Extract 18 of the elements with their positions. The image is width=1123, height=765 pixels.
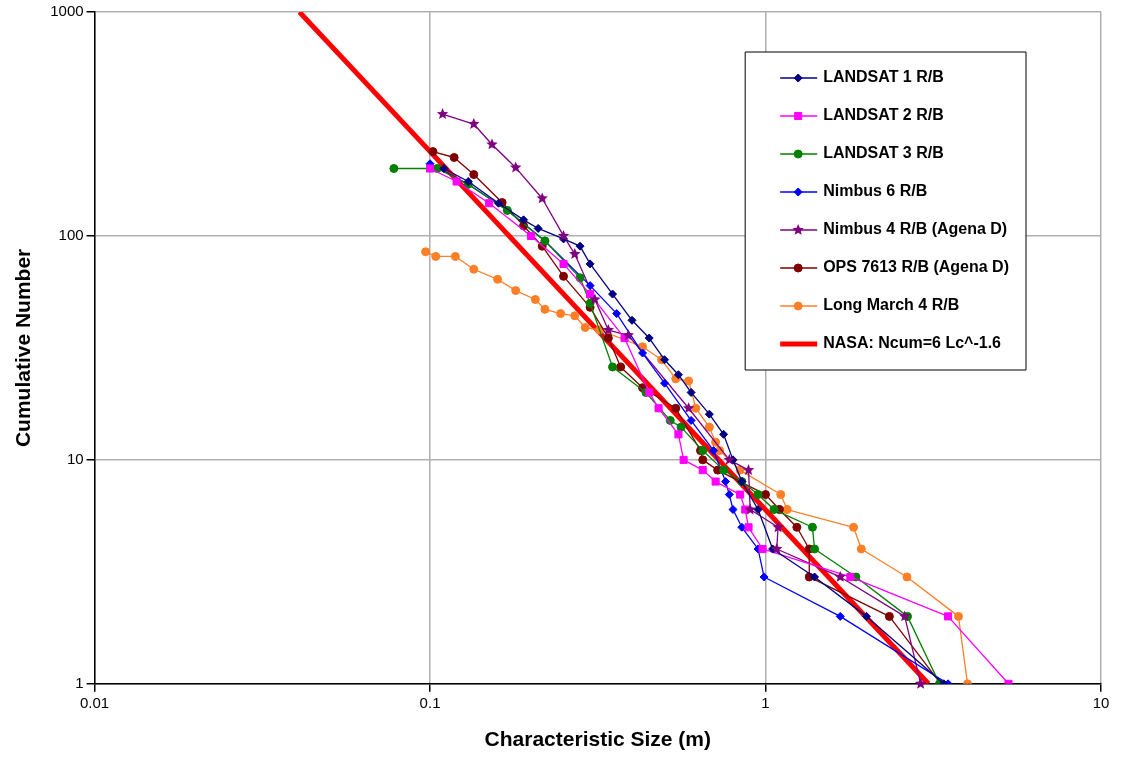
legend-label: OPS 7613 R/B (Agena D) [823,258,1009,276]
legend-label: LANDSAT 3 R/B [823,144,944,162]
y-tick-label: 100 [58,226,84,244]
y-tick-label: 1000 [50,2,84,20]
legend-label: Nimbus 6 R/B [823,182,928,200]
legend-label: Nimbus 4 R/B (Agena D) [823,220,1008,238]
legend-label: LANDSAT 1 R/B [823,68,944,86]
x-tick-label: 1 [761,693,770,711]
x-tick-label: 10 [1092,693,1110,711]
y-tick-label: 1 [75,673,84,691]
legend-label: NASA: Ncum=6 Lc^-1.6 [823,334,1002,352]
y-tick-label: 10 [66,450,84,468]
x-tick-label: 0.01 [79,693,110,711]
legend-label: LANDSAT 2 R/B [823,106,944,124]
legend-label: Long March 4 R/B [823,296,960,314]
x-tick-label: 0.1 [419,693,441,711]
y-axis-title: Cumulative Number [11,248,35,448]
x-axis-title: Characteristic Size (m) [484,727,711,751]
